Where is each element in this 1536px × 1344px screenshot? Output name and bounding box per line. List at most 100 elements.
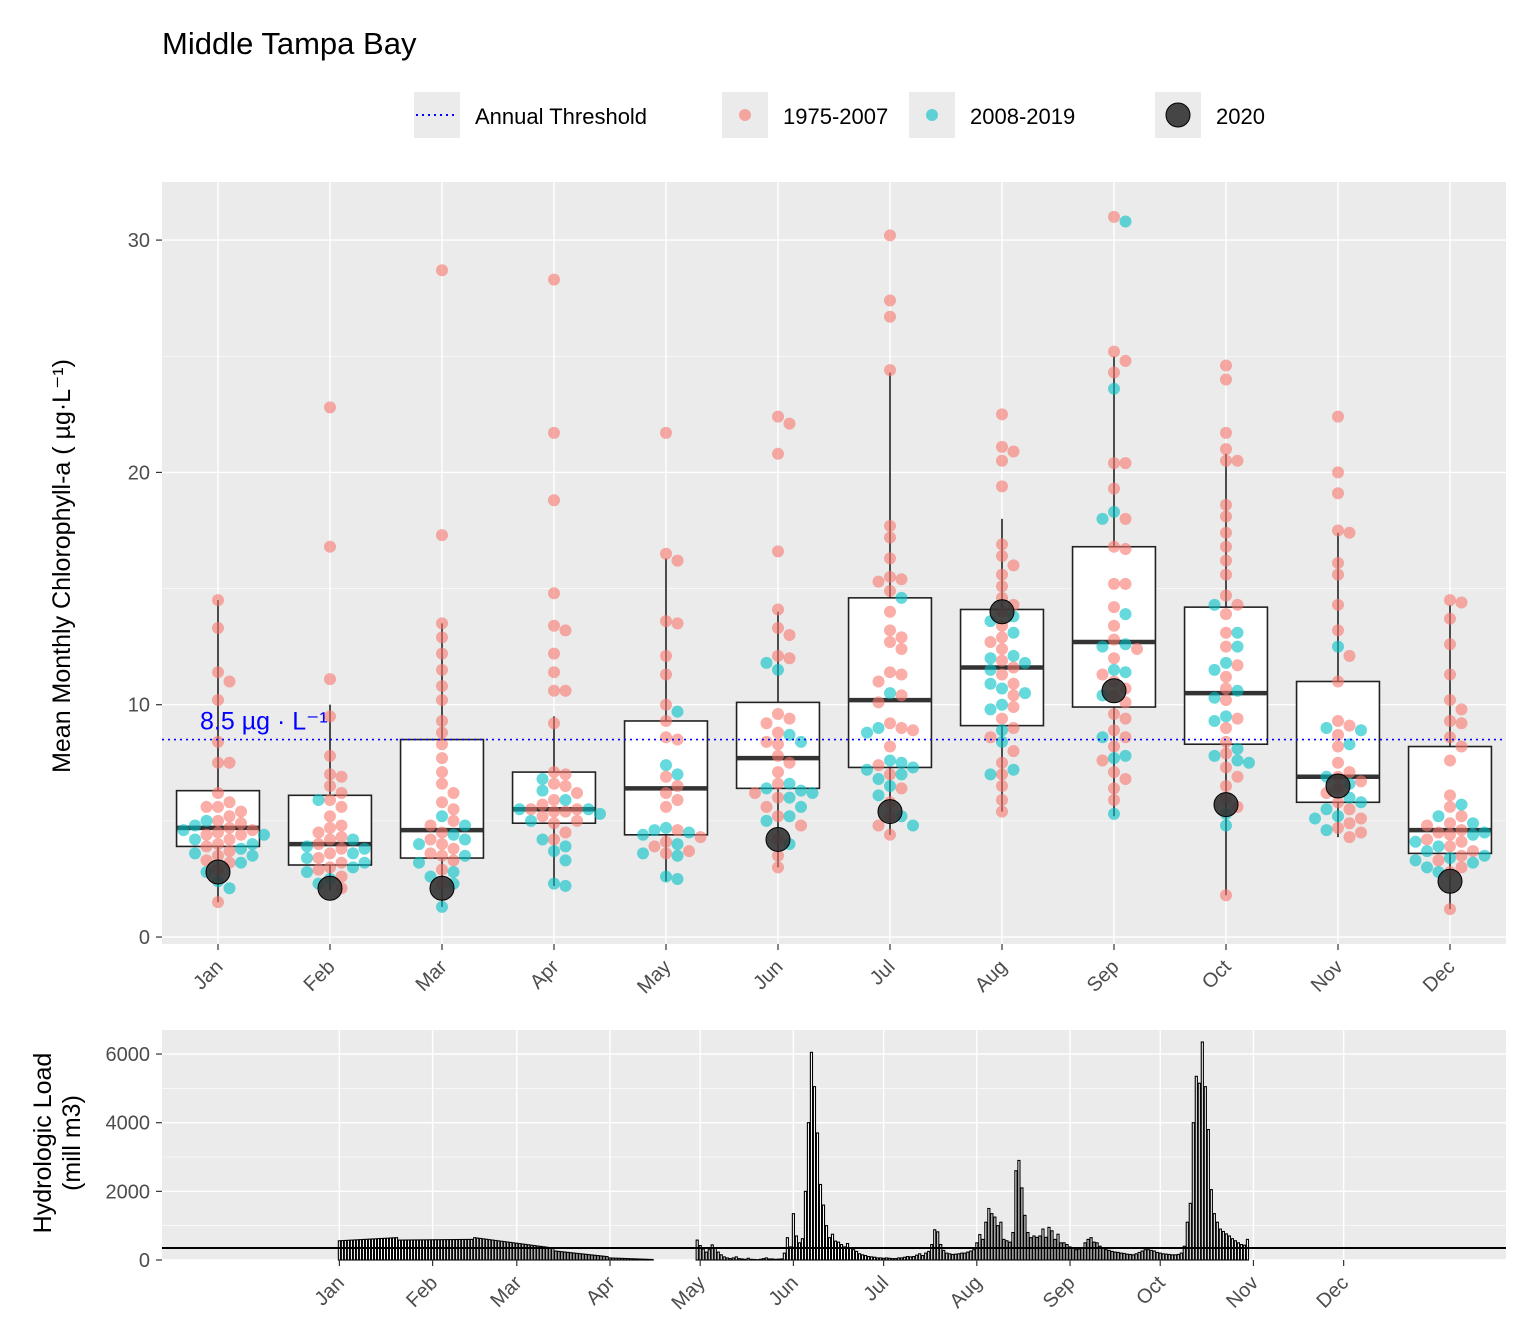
hydro-bar [337,1240,341,1261]
point-1975-2007 [1220,780,1232,793]
hydro-bar [891,1258,895,1261]
point-2008-2019 [872,721,885,734]
point-2008-2019 [907,761,919,774]
point-2008-2019 [996,698,1008,711]
point-1975-2007 [884,229,896,242]
point-1975-2007 [1007,689,1020,702]
hydro-bar [888,1257,892,1261]
point-1975-2007 [1444,714,1456,727]
hydro-bar [443,1239,447,1261]
point-1975-2007 [760,717,773,730]
point-1975-2007 [996,768,1008,781]
point-1975-2007 [324,861,336,874]
point-1975-2007 [671,824,684,837]
hydro-bar [812,1086,817,1261]
point-2020-aug [989,599,1015,625]
point-2008-2019 [1332,640,1344,653]
hydro-bar [485,1238,489,1261]
point-1975-2007 [324,833,336,846]
point-1975-2007 [783,629,796,642]
point-2008-2019 [525,814,537,827]
legend-label-p1: 1975-2007 [783,104,888,129]
point-2008-2019 [806,786,819,799]
point-2008-2019 [996,682,1008,695]
point-2008-2019 [1108,752,1120,765]
point-2008-2019 [447,865,460,878]
x-tick-label-aug: Aug [946,1272,987,1313]
point-2008-2019 [559,840,572,853]
point-1975-2007 [772,545,784,558]
point-2008-2019 [1355,796,1367,809]
hydro-bar [975,1242,979,1261]
point-1975-2007 [1421,819,1433,832]
point-1975-2007 [660,547,672,560]
point-1975-2007 [1220,554,1232,567]
hydro-bar [476,1237,480,1261]
hydro-bar [1053,1238,1057,1261]
bottom-y-axis-label-line1: Hydrologic Load [29,1052,57,1234]
point-1975-2007 [884,605,896,618]
point-1975-2007 [436,726,448,739]
hydro-bar [1206,1129,1210,1261]
hydro-bar [761,1258,765,1261]
point-2008-2019 [1119,749,1132,762]
point-2008-2019 [258,828,270,841]
point-2008-2019 [671,872,684,885]
point-2008-2019 [984,768,997,781]
point-1975-2007 [223,675,236,688]
hydro-bar [1062,1242,1066,1261]
point-1975-2007 [1119,712,1132,725]
point-1975-2007 [1355,775,1367,788]
point-1975-2007 [447,803,460,816]
point-1975-2007 [212,826,224,839]
hydro-bar [638,1258,642,1261]
point-2008-2019 [1467,817,1479,830]
point-2008-2019 [1096,640,1109,653]
point-1975-2007 [436,863,448,876]
point-1975-2007 [895,782,908,795]
point-2008-2019 [1320,803,1333,816]
legend-key-current [1165,102,1191,128]
point-1975-2007 [783,652,796,665]
hydro-bar [373,1238,378,1261]
hydro-bar [1155,1251,1159,1261]
point-1975-2007 [895,689,908,702]
point-1975-2007 [884,570,896,583]
hydro-bar [1164,1253,1168,1261]
point-1975-2007 [895,721,908,734]
hydro-bar [779,1258,783,1261]
hydro-bar [725,1257,729,1261]
hydro-bar [1101,1247,1105,1261]
point-1975-2007 [1332,714,1344,727]
point-1975-2007 [694,831,707,844]
point-1975-2007 [996,756,1008,769]
x-tick-label-jan: Jan [311,1272,349,1310]
hydro-bar [1080,1247,1084,1261]
point-2008-2019 [1108,505,1120,518]
point-1975-2007 [436,714,448,727]
point-2008-2019 [1119,215,1132,228]
hydro-bar [479,1237,483,1261]
point-1975-2007 [212,666,224,679]
hydro-bar [1110,1250,1114,1261]
point-1975-2007 [1108,210,1120,223]
legend-label-p2: 2008-2019 [970,104,1075,129]
point-2008-2019 [1208,663,1221,676]
hydro-bar [791,1213,796,1261]
point-2008-2019 [884,780,896,793]
hydro-bar [491,1239,495,1261]
point-1975-2007 [1444,668,1456,681]
point-1975-2007 [1332,568,1344,581]
point-1975-2007 [772,726,784,739]
legend: Annual Threshold 1975-2007 2008-2019 2020 [414,92,1265,138]
point-1975-2007 [559,624,572,637]
point-2008-2019 [996,724,1008,737]
point-2008-2019 [1355,724,1367,737]
hydro-bar [1098,1245,1102,1261]
point-1975-2007 [660,698,672,711]
hydro-bar [554,1250,558,1261]
point-2008-2019 [895,591,908,604]
hydro-bar [1224,1233,1228,1261]
hydro-bar [572,1252,576,1261]
point-1975-2007 [212,786,224,799]
